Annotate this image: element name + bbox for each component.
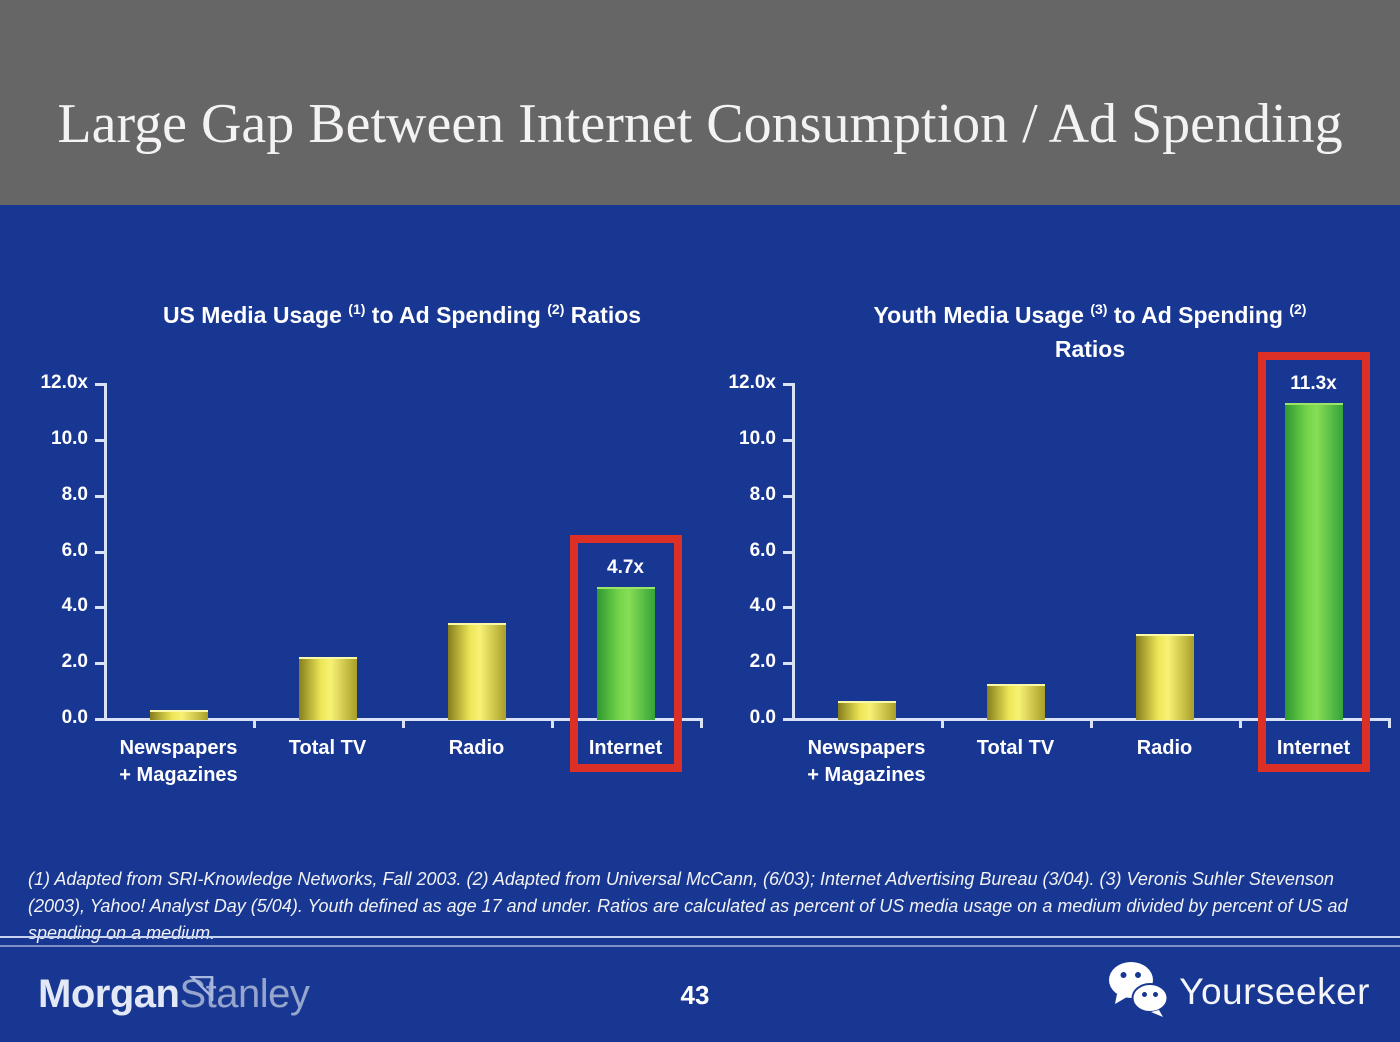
chart-0-y-tick — [95, 438, 104, 442]
morgan-stanley-logo: MorganStanley — [38, 972, 310, 1017]
chart-1-highlight-box — [1257, 352, 1370, 772]
chart-1-cat-label-3: Internet — [1276, 737, 1351, 759]
yourseeker-text: Yourseeker — [1179, 970, 1370, 1012]
chart-1-y-tick-label: 6.0 — [749, 539, 776, 561]
chart-0-bar-1 — [298, 657, 357, 720]
chart-0-bar-value-3: 4.7x — [607, 557, 644, 578]
chart-1-bar-value-3: 11.3x — [1290, 373, 1337, 394]
chart-0-bar-3 — [596, 587, 655, 720]
chart-1-y-axis — [792, 383, 795, 721]
chart-1-y-tick-label: 2.0 — [749, 651, 776, 673]
chart-1-bar-3 — [1284, 403, 1343, 720]
title-superscript: (3) — [1090, 301, 1108, 317]
chart-0-y-tick-label: 2.0 — [61, 651, 88, 673]
chart-0-bar-0 — [149, 710, 208, 720]
slide-footer: MorganStanley 43 — [0, 950, 1400, 1042]
chart-0-cat-tick — [253, 721, 256, 728]
morgan-stanley-word-stanley: Stanley — [179, 972, 310, 1016]
title-text: to Ad Spending — [1107, 302, 1290, 328]
title-text: Ratios — [564, 302, 642, 328]
chart-1-bar-1 — [986, 684, 1045, 720]
yourseeker-logo: Yourseeker — [1107, 960, 1370, 1023]
wechat-icon — [1107, 960, 1169, 1023]
chart-0-cat-label-3: Internet — [588, 737, 663, 759]
chart-1-title: Youth Media Usage (3) to Ad Spending (2)… — [760, 292, 1400, 366]
chart-1-cat-label-0: Newspapers + Magazines — [807, 737, 926, 786]
chart-0-cat-tick — [700, 721, 703, 728]
chart-0-cat-label-0: Newspapers + Magazines — [119, 737, 238, 786]
chart-1-y-tick — [783, 606, 792, 610]
chart-0-y-tick — [95, 550, 104, 554]
chart-0-y-tick-label: 10.0 — [51, 427, 88, 449]
separator-line-top — [0, 936, 1400, 938]
chart-0-cat-label-1: Total TV — [288, 737, 367, 759]
chart-1-y-tick-label: 8.0 — [749, 483, 776, 505]
chart-1-cat-tick — [1090, 721, 1093, 728]
chart-1-y-tick — [783, 438, 792, 442]
chart-0-y-axis — [104, 383, 107, 721]
chart-0-x-axis — [104, 718, 703, 721]
title-text: to Ad Spending — [365, 302, 548, 328]
chart-1-cat-tick — [1388, 721, 1391, 728]
chart-0-y-tick — [95, 718, 104, 721]
chart-0-y-tick-label: 6.0 — [61, 539, 88, 561]
chart-1-y-tick — [783, 383, 792, 386]
chart-0-y-tick — [95, 662, 104, 666]
chart-0-title: US Media Usage (1) to Ad Spending (2) Ra… — [72, 292, 732, 332]
chart-1-cat-tick — [941, 721, 944, 728]
chart-0-y-tick-label: 0.0 — [61, 707, 88, 728]
title-superscript: (2) — [1289, 301, 1307, 317]
chart-1-bar-0 — [837, 701, 896, 720]
chart-0-highlight-box — [569, 535, 682, 772]
title-superscript: (1) — [348, 301, 366, 317]
chart-1-y-tick — [783, 550, 792, 554]
chart-0-cat-label-2: Radio — [448, 737, 505, 759]
chart-1-y-tick — [783, 718, 792, 721]
chart-1-y-tick-label: 0.0 — [749, 707, 776, 728]
chart-0-bar-2 — [447, 623, 506, 720]
chart-0-cat-tick — [402, 721, 405, 728]
chart-1-x-axis — [792, 718, 1391, 721]
chart-0-y-tick — [95, 494, 104, 498]
slide-header: Large Gap Between Internet Consumption /… — [0, 0, 1400, 205]
footnote: (1) Adapted from SRI-Knowledge Networks,… — [28, 869, 1348, 943]
chart-1-y-tick — [783, 662, 792, 666]
title-superscript: (2) — [547, 301, 565, 317]
chart-1-cat-label-2: Radio — [1136, 737, 1193, 759]
chart-0-y-tick — [95, 606, 104, 610]
chart-0-y-tick-label: 8.0 — [61, 483, 88, 505]
morgan-stanley-word-morgan: Morgan — [38, 972, 180, 1016]
chart-1-y-tick-label: 4.0 — [749, 595, 776, 617]
page-number: 43 — [680, 980, 710, 1010]
chart-1-cat-label-1: Total TV — [976, 737, 1055, 759]
chart-0-y-tick-label: 4.0 — [61, 595, 88, 617]
title-text: US Media Usage — [162, 302, 349, 328]
separator-line-bottom — [0, 945, 1400, 947]
title-text: Ratios — [1054, 336, 1126, 362]
chart-0-y-tick — [95, 383, 104, 386]
chart-0-y-tick-label: 12.0x — [40, 372, 88, 393]
chart-1-bar-2 — [1135, 634, 1194, 720]
chart-1-y-tick — [783, 494, 792, 498]
chart-0-cat-tick — [551, 721, 554, 728]
chart-1-y-tick-label: 12.0x — [728, 372, 776, 393]
title-text: Youth Media Usage — [873, 302, 1091, 328]
morgan-stanley-pennant-icon — [188, 967, 216, 1012]
slide-title: Large Gap Between Internet Consumption /… — [57, 93, 1343, 155]
chart-1-cat-tick — [1239, 721, 1242, 728]
chart-1-y-tick-label: 10.0 — [739, 427, 776, 449]
